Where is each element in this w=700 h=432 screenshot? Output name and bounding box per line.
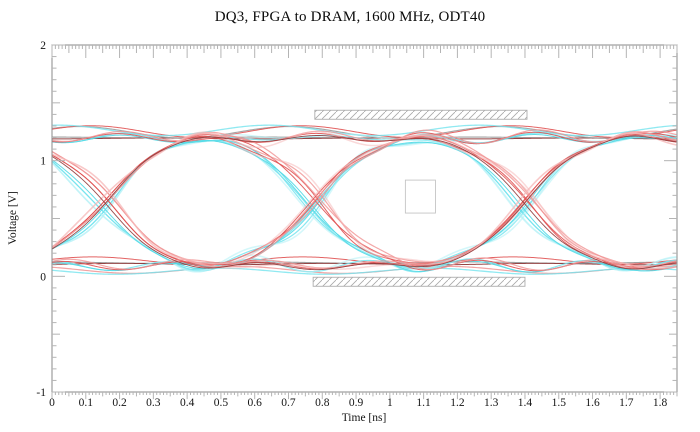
axes-frame <box>51 44 678 393</box>
eye-trace-darkred-1001 <box>51 135 677 271</box>
x-tick-label: 1 <box>387 397 393 409</box>
mask-top-hatch <box>314 109 528 120</box>
x-tick-label: 0.2 <box>112 397 127 409</box>
chart-title: DQ3, FPGA to DRAM, 1600 MHz, ODT40 <box>214 9 486 25</box>
signal-traces <box>51 124 677 275</box>
x-tick-label: 1.4 <box>518 397 533 409</box>
x-tick-label: 0.6 <box>248 397 263 409</box>
x-tick-label: 1.7 <box>619 397 634 409</box>
tick-labels: 0 0.1 0.2 0.3 0.4 0.5 0.6 0.7 0.8 0.9 1 1.1 1.2 1.3 1.… <box>36 40 667 409</box>
y-tick-label: 1 <box>40 156 46 168</box>
axis-ticks <box>51 44 678 400</box>
mask-bottom-hatch <box>312 276 526 287</box>
y-axis-title: Voltage [V] <box>7 191 19 245</box>
eye-trace-flat-cyan-low <box>51 267 677 275</box>
eye-trace-flat-red-high <box>51 125 677 138</box>
eye-trace-flat-red-low <box>51 256 677 265</box>
eye-trace-lightsalmon-0110 <box>51 131 677 271</box>
x-tick-label: 0.3 <box>146 397 161 409</box>
eye-trace-flat-cyan-high <box>51 124 677 137</box>
x-tick-label: 0.8 <box>315 397 330 409</box>
y-tick-label: 0 <box>40 271 46 283</box>
eye-trace-salmon-0011 <box>51 129 677 270</box>
x-tick-label: 1.8 <box>653 397 668 409</box>
y-tick-label: -1 <box>36 387 46 399</box>
x-tick-label: 1.6 <box>585 397 600 409</box>
x-tick-label: 0.7 <box>281 397 296 409</box>
eye-trace-salmon-1100 <box>51 130 677 271</box>
x-tick-label: 1.1 <box>416 397 431 409</box>
x-tick-label: 1.5 <box>552 397 567 409</box>
eye-trace-darkred-0110 <box>51 135 677 270</box>
x-tick-label: 0.4 <box>180 397 195 409</box>
x-tick-label: 0 <box>49 397 55 409</box>
x-tick-label: 1.3 <box>484 397 499 409</box>
x-tick-label: 1.2 <box>450 397 465 409</box>
mask-regions <box>312 109 528 287</box>
x-tick-label: 0.9 <box>349 397 364 409</box>
x-axis-title: Time [ns] <box>341 412 387 424</box>
x-tick-label: 0.1 <box>79 397 94 409</box>
x-tick-label: 0.5 <box>214 397 229 409</box>
eye-center-marker <box>404 179 436 214</box>
y-tick-label: 2 <box>40 40 46 52</box>
